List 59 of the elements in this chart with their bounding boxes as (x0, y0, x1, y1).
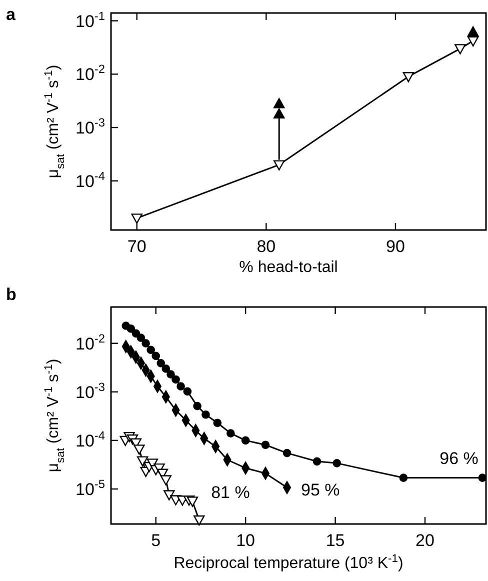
x-axis-title: % head-to-tail (239, 259, 338, 276)
point (160, 475, 172, 486)
y-tick-label: 10$^{-2}$ (76, 331, 106, 354)
y-tick-label: 10$^{-4}$ (76, 428, 106, 450)
x-tick-label: 90 (386, 237, 405, 256)
x-tick-label: 5 (151, 531, 161, 550)
point (186, 496, 198, 507)
point (142, 339, 150, 348)
point (213, 418, 222, 428)
y-tick-label: 10$^{-1}$ (76, 8, 106, 31)
chart-title: b (6, 285, 16, 304)
series-label: 81 % (211, 482, 250, 502)
point (194, 515, 205, 526)
point (241, 436, 250, 445)
x-tick-label: 15 (326, 531, 345, 550)
point (126, 324, 136, 333)
point (164, 490, 175, 500)
x-tick-label: 10 (236, 531, 256, 550)
point (156, 359, 166, 368)
point (399, 474, 408, 482)
point (136, 334, 146, 342)
chart-title: a (6, 5, 16, 24)
point (146, 346, 155, 354)
point (478, 474, 487, 482)
point (312, 457, 322, 466)
point (274, 98, 285, 108)
point (183, 387, 192, 396)
y-tick-label: 10$^{-3}$ (76, 380, 106, 402)
point (402, 72, 414, 82)
point (166, 370, 175, 378)
point (261, 440, 270, 450)
point (162, 364, 170, 373)
series-label: 95 % (301, 480, 340, 500)
point (454, 44, 466, 54)
x-tick-label: 70 (127, 237, 146, 256)
point (131, 214, 142, 224)
point (274, 108, 285, 118)
point (176, 382, 185, 391)
point (136, 456, 148, 466)
point (467, 36, 479, 46)
y-tick-label: 10$^{-2}$ (76, 62, 106, 84)
point (226, 429, 235, 438)
y-tick-label: 10$^{-4}$ (76, 168, 106, 191)
x-tick-label: 80 (256, 237, 276, 256)
series-label: 96 % (440, 448, 478, 468)
point (152, 352, 160, 360)
point (332, 459, 342, 468)
point (132, 329, 140, 338)
x-axis-title: Reciprocal temperature (10³ K$^{-1}$) (174, 553, 404, 572)
point (134, 444, 145, 455)
point (467, 26, 479, 36)
point (193, 402, 202, 410)
y-tick-label: 10$^{-5}$ (76, 476, 106, 499)
point (202, 410, 210, 419)
x-tick-label: 20 (416, 531, 434, 550)
point (282, 448, 292, 458)
point (172, 375, 180, 384)
y-tick-label: 10$^{-3}$ (76, 116, 106, 138)
point (274, 160, 285, 170)
